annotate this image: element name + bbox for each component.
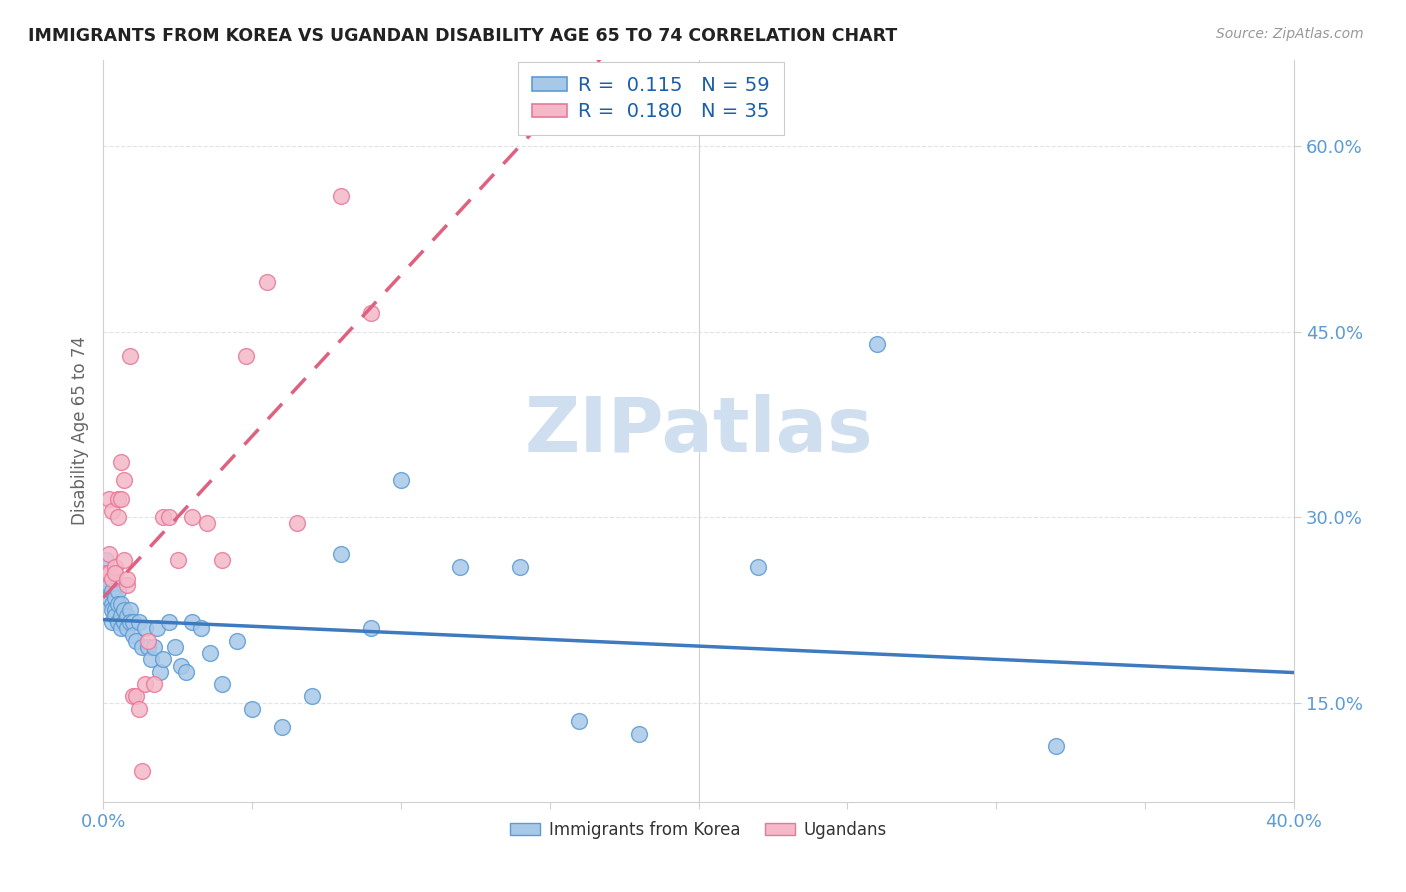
Point xyxy=(98,591,121,605)
Point xyxy=(110,597,132,611)
Point xyxy=(112,553,135,567)
Point xyxy=(118,603,141,617)
Point xyxy=(110,609,132,624)
Point xyxy=(110,454,132,468)
Point xyxy=(131,640,153,654)
Point xyxy=(360,306,382,320)
Point xyxy=(145,622,167,636)
Point xyxy=(142,640,165,654)
Point xyxy=(98,566,121,580)
Point xyxy=(104,559,127,574)
Point xyxy=(128,615,150,630)
Point xyxy=(107,510,129,524)
Point xyxy=(104,591,127,605)
Point xyxy=(98,566,121,580)
Point xyxy=(94,578,117,592)
Point xyxy=(169,658,191,673)
Point xyxy=(1045,739,1067,753)
Point xyxy=(101,615,124,630)
Point xyxy=(226,633,249,648)
Point xyxy=(285,516,308,531)
Point xyxy=(211,677,233,691)
Point xyxy=(568,714,591,729)
Point xyxy=(301,690,323,704)
Point xyxy=(866,337,889,351)
Point xyxy=(107,491,129,506)
Point xyxy=(122,615,145,630)
Point xyxy=(112,473,135,487)
Point xyxy=(152,652,174,666)
Point xyxy=(627,726,650,740)
Point xyxy=(98,491,121,506)
Point xyxy=(112,615,135,630)
Point xyxy=(142,677,165,691)
Point xyxy=(104,603,127,617)
Point xyxy=(136,633,159,648)
Point xyxy=(360,622,382,636)
Text: ZIPatlas: ZIPatlas xyxy=(524,393,873,467)
Point xyxy=(98,547,121,561)
Point xyxy=(256,275,278,289)
Point xyxy=(200,646,222,660)
Point xyxy=(104,609,127,624)
Point xyxy=(94,566,117,580)
Point xyxy=(449,559,471,574)
Point xyxy=(139,652,162,666)
Point xyxy=(112,603,135,617)
Point xyxy=(131,764,153,778)
Point xyxy=(1239,813,1261,827)
Point xyxy=(107,584,129,599)
Point xyxy=(176,665,198,679)
Point xyxy=(122,690,145,704)
Point xyxy=(128,702,150,716)
Point xyxy=(101,504,124,518)
Point xyxy=(107,615,129,630)
Point xyxy=(235,350,257,364)
Point xyxy=(122,627,145,641)
Point xyxy=(110,491,132,506)
Point xyxy=(181,510,204,524)
Point xyxy=(134,622,156,636)
Point xyxy=(125,633,148,648)
Point xyxy=(115,609,138,624)
Point xyxy=(157,615,180,630)
Point xyxy=(195,516,218,531)
Point xyxy=(101,603,124,617)
Point xyxy=(125,690,148,704)
Point xyxy=(389,473,412,487)
Point xyxy=(211,553,233,567)
Point xyxy=(136,640,159,654)
Point xyxy=(115,622,138,636)
Point xyxy=(166,553,188,567)
Point xyxy=(181,615,204,630)
Point xyxy=(747,559,769,574)
Text: Source: ZipAtlas.com: Source: ZipAtlas.com xyxy=(1216,27,1364,41)
Point xyxy=(115,578,138,592)
Point xyxy=(330,188,353,202)
Point xyxy=(115,572,138,586)
Point xyxy=(94,553,117,567)
Point xyxy=(149,665,172,679)
Point xyxy=(152,510,174,524)
Point xyxy=(101,597,124,611)
Point xyxy=(190,622,212,636)
Point xyxy=(98,578,121,592)
Point xyxy=(134,677,156,691)
Text: IMMIGRANTS FROM KOREA VS UGANDAN DISABILITY AGE 65 TO 74 CORRELATION CHART: IMMIGRANTS FROM KOREA VS UGANDAN DISABIL… xyxy=(28,27,897,45)
Point xyxy=(110,622,132,636)
Point xyxy=(118,350,141,364)
Point xyxy=(118,615,141,630)
Point xyxy=(107,597,129,611)
Point xyxy=(330,547,353,561)
Point xyxy=(101,584,124,599)
Point xyxy=(101,572,124,586)
Point xyxy=(240,702,263,716)
Y-axis label: Disability Age 65 to 74: Disability Age 65 to 74 xyxy=(72,336,89,525)
Legend: Immigrants from Korea, Ugandans: Immigrants from Korea, Ugandans xyxy=(503,814,893,846)
Point xyxy=(104,566,127,580)
Point xyxy=(509,559,531,574)
Point xyxy=(270,720,292,734)
Point xyxy=(157,510,180,524)
Point xyxy=(163,640,186,654)
